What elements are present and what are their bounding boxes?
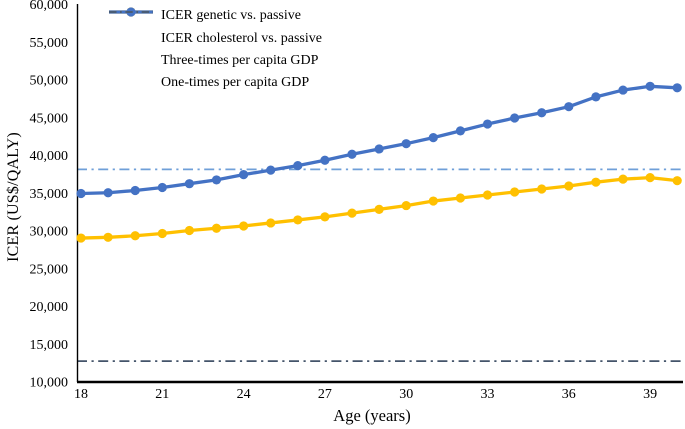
- x-tick-label: 39: [643, 387, 657, 402]
- y-tick-label: 25,000: [30, 262, 69, 277]
- data-point: [374, 144, 384, 154]
- data-point: [293, 215, 303, 225]
- x-tick-label: 36: [562, 387, 576, 402]
- legend-marker-cholesterol-line-icon: [108, 7, 154, 46]
- data-point: [211, 175, 222, 185]
- data-point: [428, 133, 438, 143]
- data-point: [455, 126, 465, 136]
- data-point: [537, 108, 547, 118]
- legend-label-three-times-gdp: Three-times per capita GDP: [161, 52, 319, 68]
- data-point: [591, 92, 601, 102]
- data-point: [211, 223, 222, 233]
- data-point: [103, 232, 113, 242]
- data-point: [184, 179, 194, 189]
- data-point: [401, 139, 411, 149]
- y-tick-label: 30,000: [30, 225, 69, 240]
- legend-marker-three-times-gdp-dash-icon: [108, 11, 154, 68]
- legend-item-cholesterol: ICER cholesterol vs. passive: [108, 7, 322, 49]
- x-tick-label: 18: [74, 387, 88, 402]
- data-point: [76, 233, 86, 243]
- y-tick-label: 50,000: [30, 74, 69, 89]
- data-point: [482, 190, 493, 200]
- y-tick-label: 40,000: [30, 149, 69, 164]
- data-point: [266, 218, 276, 228]
- data-point: [266, 165, 276, 175]
- data-point: [455, 193, 465, 203]
- y-tick-label: 20,000: [30, 300, 69, 315]
- data-point: [184, 225, 194, 236]
- legend-label-one-times-gdp: One-times per capita GDP: [161, 75, 310, 91]
- y-tick-label: 60,000: [30, 0, 69, 13]
- legend-item-one-times-gdp: One-times per capita GDP: [108, 11, 322, 94]
- x-axis-title: Age (years): [333, 406, 411, 425]
- data-point: [320, 212, 330, 222]
- data-point: [645, 81, 655, 91]
- x-tick-label: 24: [237, 387, 251, 402]
- data-point: [130, 231, 140, 241]
- data-point: [591, 177, 601, 187]
- data-point: [672, 83, 682, 93]
- data-point: [239, 170, 249, 180]
- data-point: [672, 176, 682, 186]
- data-point: [618, 85, 628, 95]
- data-point: [618, 174, 628, 184]
- data-point: [564, 181, 574, 191]
- x-tick-label: 21: [155, 387, 169, 402]
- data-point: [374, 204, 384, 214]
- data-point: [482, 119, 493, 129]
- data-point: [320, 155, 330, 165]
- data-point: [645, 173, 655, 183]
- series-line-cholesterol: [79, 84, 679, 196]
- data-point: [239, 221, 249, 231]
- legend-item-three-times-gdp: Three-times per capita GDP: [108, 11, 322, 72]
- data-point: [401, 200, 411, 211]
- y-tick-label: 35,000: [30, 187, 69, 202]
- legend-marker-one-times-gdp-dash-icon: [108, 11, 154, 90]
- data-point: [537, 184, 547, 194]
- data-point: [157, 182, 167, 193]
- data-point: [130, 185, 140, 196]
- legend-swatch-graphic: [109, 11, 153, 13]
- x-tick-label: 33: [481, 387, 495, 402]
- data-point: [347, 208, 357, 218]
- y-tick-label: 55,000: [30, 36, 69, 51]
- data-point: [509, 187, 520, 197]
- data-point: [76, 188, 86, 199]
- data-point: [509, 113, 520, 123]
- x-tick-label: 30: [399, 387, 413, 402]
- data-point: [564, 102, 574, 112]
- data-point: [103, 188, 113, 198]
- data-point: [293, 160, 303, 171]
- y-tick-label: 10,000: [30, 376, 69, 391]
- y-axis-title: ICER (US$/QALY): [5, 132, 22, 262]
- chart-legend: ICER genetic vs. passive ICER cholestero…: [108, 5, 322, 95]
- x-tick-label: 27: [318, 387, 332, 402]
- y-tick-label: 45,000: [30, 111, 69, 126]
- data-point: [428, 196, 438, 206]
- legend-label-genetic: ICER genetic vs. passive: [161, 8, 301, 24]
- y-tick-label: 15,000: [30, 338, 69, 353]
- data-point: [347, 149, 357, 159]
- legend-label-cholesterol: ICER cholesterol vs. passive: [161, 30, 322, 46]
- data-point: [157, 228, 167, 239]
